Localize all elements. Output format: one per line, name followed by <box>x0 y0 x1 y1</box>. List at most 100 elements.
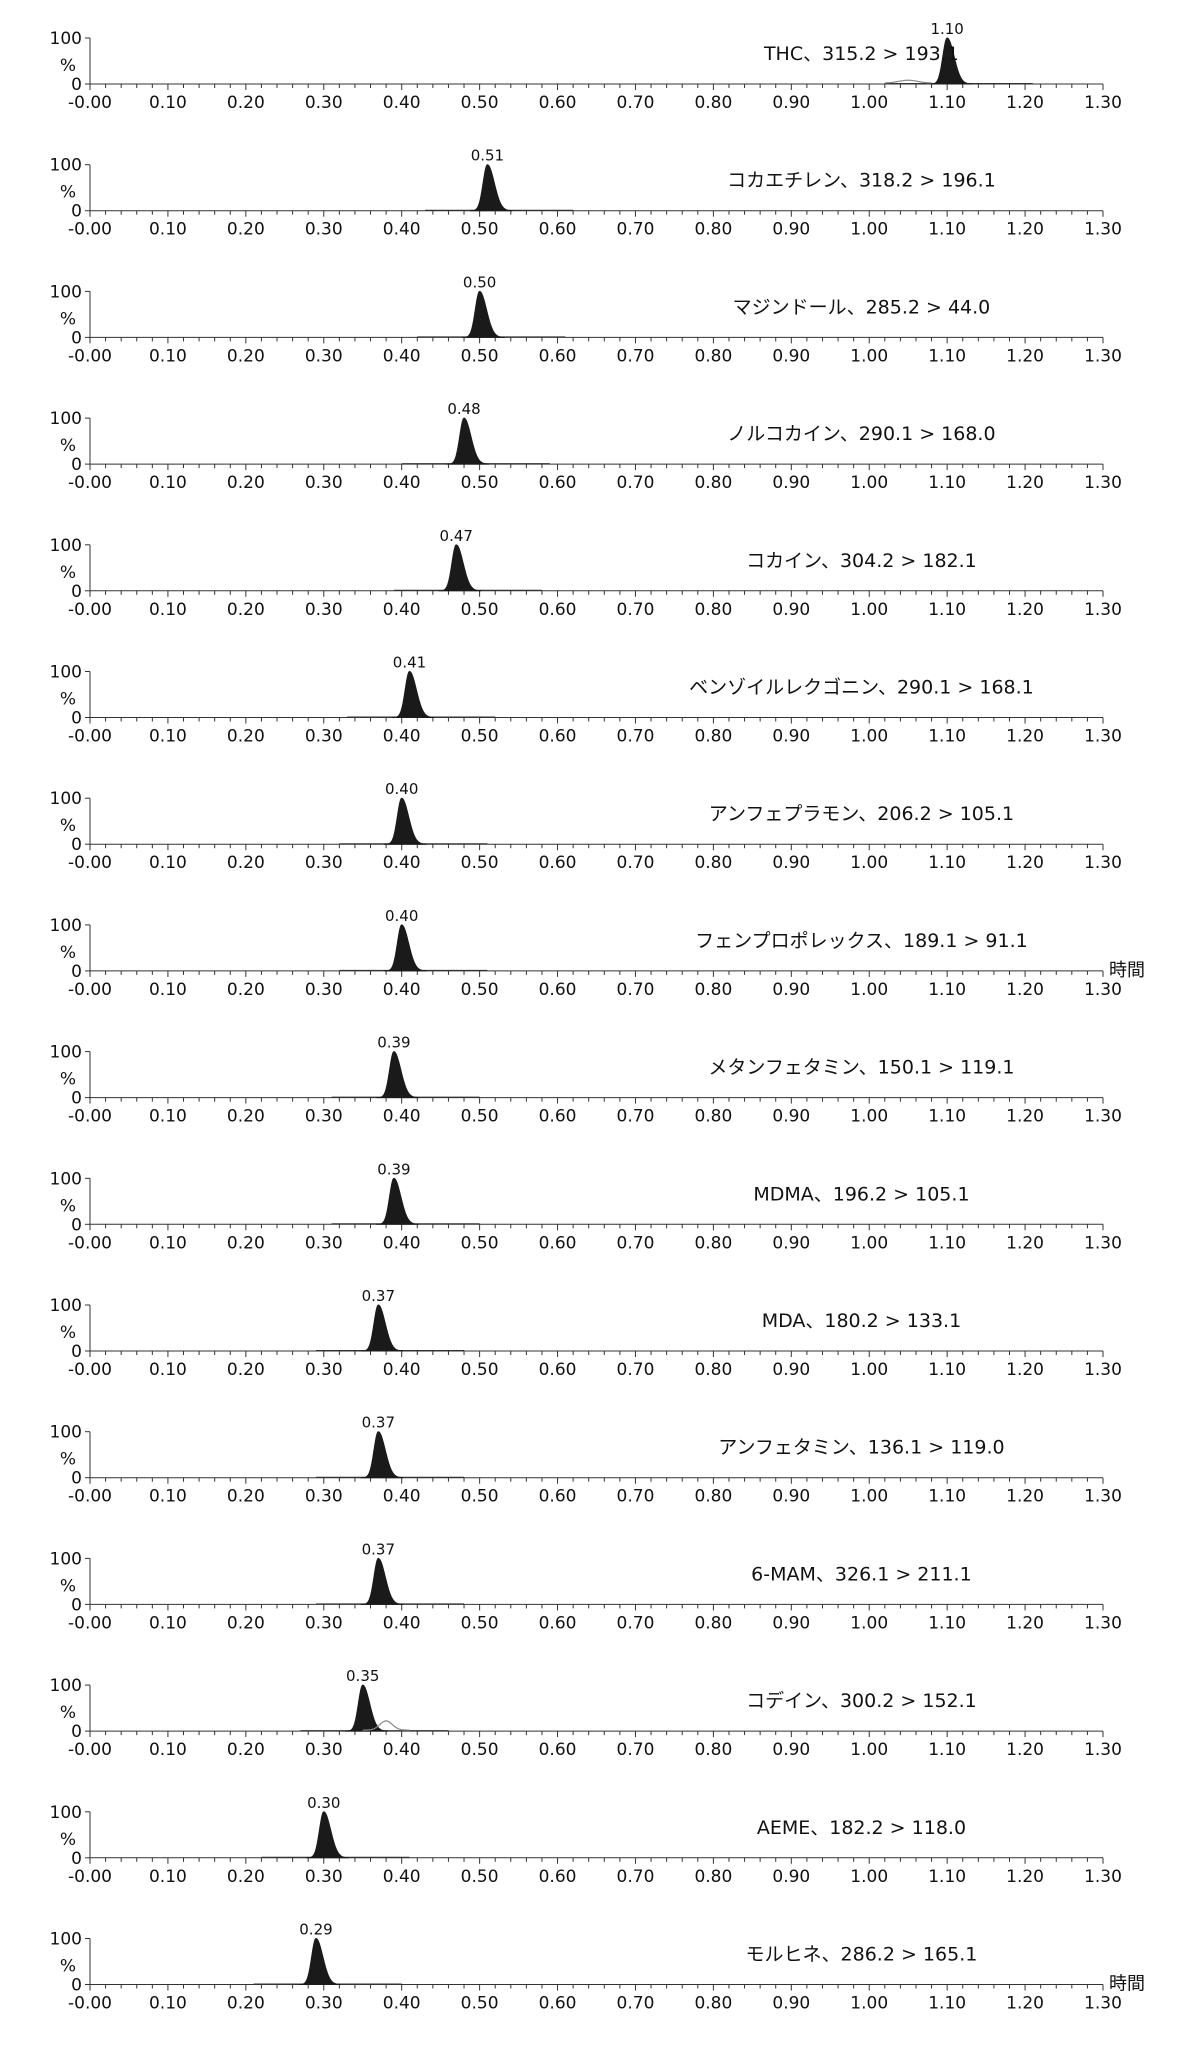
x-tick-label: 0.60 <box>539 727 577 747</box>
trace-panel: 100%0-0.00 0.10 0.20 0.30 0.40 0.50 0.60 0.70 0.… <box>50 20 1122 113</box>
x-tick-label: -0.00 <box>68 473 112 493</box>
x-tick-label: 1.10 <box>928 1613 966 1633</box>
x-tick-label: 0.40 <box>383 1740 421 1760</box>
y-tick-label: 0 <box>71 1342 82 1362</box>
x-tick-label: -0.00 <box>68 980 112 1000</box>
trace-panel: 100%0-0.00 0.10 0.20 0.30 0.40 0.50 0.60 0.70 0.… <box>50 527 1122 620</box>
x-tick-label: 1.00 <box>850 600 888 620</box>
chromatogram-peak <box>298 1938 342 1985</box>
x-tick-label: -0.00 <box>68 1360 112 1380</box>
x-tick-label: 1.20 <box>1006 727 1044 747</box>
y-tick-label: 0 <box>71 455 82 475</box>
y-tick-label: 0 <box>71 202 82 222</box>
x-tick-label: 0.70 <box>617 1487 655 1507</box>
x-tick-label: 0.40 <box>383 1233 421 1253</box>
x-tick-label: 0.50 <box>461 980 499 1000</box>
y-axis-label: % <box>60 56 76 76</box>
x-tick-label: 1.20 <box>1006 473 1044 493</box>
x-unit-label: 時間 <box>1109 1974 1145 1995</box>
trace-label: MDMA、196.2 > 105.1 <box>753 1183 969 1205</box>
x-tick-label: 0.90 <box>772 1360 810 1380</box>
x-tick-label: -0.00 <box>68 1613 112 1633</box>
chromatogram-peak <box>438 544 482 592</box>
x-tick-label: 1.00 <box>850 1613 888 1633</box>
trace-panel: 100%0-0.00 0.10 0.20 0.30 0.40 0.50 0.60 0.70 0.… <box>50 1034 1122 1127</box>
x-tick-label: 0.30 <box>305 600 343 620</box>
x-tick-label: 0.10 <box>149 980 187 1000</box>
x-tick-label: 1.00 <box>850 727 888 747</box>
x-tick-label: 0.60 <box>539 93 577 113</box>
peak-rt-label: 0.39 <box>377 1034 410 1052</box>
trace-label: フェンプロポレックス、189.1 > 91.1 <box>695 930 1028 952</box>
y-tick-label: 0 <box>71 1215 82 1235</box>
trace-label: THC、315.2 > 193.1 <box>763 43 959 65</box>
x-tick-label: 1.00 <box>850 980 888 1000</box>
x-tick-label: 1.00 <box>850 1867 888 1887</box>
x-tick-label: 0.40 <box>383 727 421 747</box>
x-tick-label: 0.90 <box>772 1107 810 1127</box>
trace-panel: 100%0-0.00 0.10 0.20 0.30 0.40 0.50 0.60 0.70 0.… <box>50 273 1122 366</box>
x-tick-label: 0.60 <box>539 473 577 493</box>
x-tick-label: 1.00 <box>850 853 888 873</box>
x-tick-label: 0.60 <box>539 853 577 873</box>
x-tick-label: 0.10 <box>149 853 187 873</box>
x-tick-label: 1.30 <box>1084 1233 1122 1253</box>
x-tick-label: 0.70 <box>617 853 655 873</box>
y-tick-label: 100 <box>50 1169 82 1189</box>
x-tick-label: 0.20 <box>227 1613 265 1633</box>
x-tick-label: -0.00 <box>68 600 112 620</box>
peak-rt-label: 0.37 <box>362 1414 395 1432</box>
y-tick-label: 100 <box>50 789 82 809</box>
peak-rt-label: 0.30 <box>307 1794 340 1812</box>
trace-panel: 100%0-0.00 0.10 0.20 0.30 0.40 0.50 0.60 0.70 0.… <box>50 1540 1122 1633</box>
x-tick-label: 1.10 <box>928 1360 966 1380</box>
y-axis-label: % <box>60 1070 76 1090</box>
y-tick-label: 100 <box>50 1043 82 1063</box>
x-tick-label: 1.10 <box>928 473 966 493</box>
y-tick-label: 0 <box>71 1595 82 1615</box>
x-tick-label: 0.90 <box>772 1994 810 2014</box>
x-tick-label: 0.20 <box>227 980 265 1000</box>
x-tick-label: 0.80 <box>694 1740 732 1760</box>
x-tick-label: -0.00 <box>68 1867 112 1887</box>
trace-panel: 100%0-0.00 0.10 0.20 0.30 0.40 0.50 0.60 0.70 0.… <box>50 1414 1122 1507</box>
y-axis-label: % <box>60 1703 76 1723</box>
x-tick-label: 0.30 <box>305 1487 343 1507</box>
y-axis-label: % <box>60 943 76 963</box>
x-tick-label: -0.00 <box>68 220 112 240</box>
x-tick-label: 1.10 <box>928 1994 966 2014</box>
x-tick-label: 0.50 <box>461 1233 499 1253</box>
y-tick-label: 100 <box>50 916 82 936</box>
peak-rt-label: 0.35 <box>346 1667 379 1685</box>
x-tick-label: 0.50 <box>461 600 499 620</box>
x-tick-label: 1.30 <box>1084 727 1122 747</box>
x-tick-label: 0.30 <box>305 346 343 366</box>
y-tick-label: 0 <box>71 328 82 348</box>
x-tick-label: 0.40 <box>383 1360 421 1380</box>
x-tick-label: 1.00 <box>850 1994 888 2014</box>
chromatogram-peak <box>929 37 973 85</box>
y-axis-label: % <box>60 1957 76 1977</box>
x-tick-label: 1.10 <box>928 853 966 873</box>
chromatogram-peak <box>446 417 490 465</box>
x-tick-label: 1.10 <box>928 1107 966 1127</box>
y-tick-label: 100 <box>50 1676 82 1696</box>
peak-rt-label: 0.47 <box>440 527 473 545</box>
x-tick-label: 0.90 <box>772 1740 810 1760</box>
x-tick-label: 0.30 <box>305 1613 343 1633</box>
x-tick-label: 1.30 <box>1084 600 1122 620</box>
x-tick-label: 0.80 <box>694 1994 732 2014</box>
trace-label: AEME、182.2 > 118.0 <box>757 1817 966 1839</box>
x-tick-label: 0.10 <box>149 600 187 620</box>
chromatogram-peak <box>384 797 427 845</box>
trace-label: 6-MAM、326.1 > 211.1 <box>751 1563 972 1585</box>
x-tick-label: 0.50 <box>461 1867 499 1887</box>
y-tick-label: 100 <box>50 282 82 302</box>
trace-label: MDA、180.2 > 133.1 <box>762 1310 961 1332</box>
y-tick-label: 0 <box>71 1469 82 1489</box>
trace-label: メタンフェタミン、150.1 > 119.1 <box>708 1057 1014 1079</box>
trace-label: アンフェタミン、136.1 > 119.0 <box>718 1437 1004 1459</box>
x-tick-label: 0.10 <box>149 1740 187 1760</box>
x-tick-label: 0.70 <box>617 1107 655 1127</box>
x-tick-label: 0.30 <box>305 220 343 240</box>
